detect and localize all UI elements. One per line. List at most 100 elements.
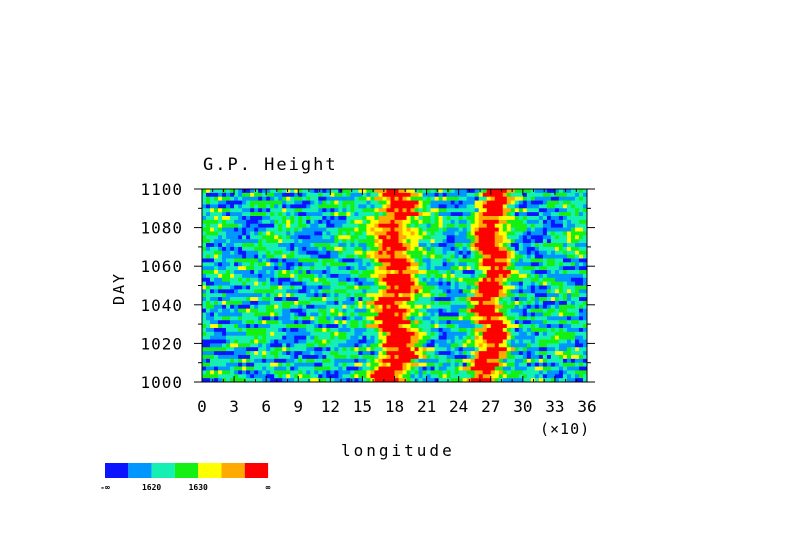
heatmap-cell — [430, 378, 435, 383]
heatmap-cell — [378, 343, 383, 348]
heatmap-cell — [250, 208, 255, 213]
heatmap-cell — [478, 212, 484, 217]
heatmap-cell — [466, 339, 471, 344]
heatmap-cell — [322, 277, 327, 282]
heatmap-cell — [390, 254, 395, 259]
heatmap-cell — [306, 366, 311, 371]
heatmap-cell — [334, 327, 339, 333]
heatmap-cell — [310, 258, 315, 263]
heatmap-cell — [466, 327, 471, 333]
heatmap-cell — [326, 273, 331, 279]
heatmap-cell — [342, 277, 347, 282]
heatmap-cell — [254, 308, 259, 313]
heatmap-cell — [422, 335, 427, 340]
heatmap-cell — [326, 312, 331, 317]
heatmap-cell — [230, 189, 235, 194]
heatmap-cell — [226, 254, 231, 259]
heatmap-cell — [370, 378, 375, 383]
heatmap-cell — [534, 327, 540, 333]
heatmap-cell — [258, 196, 263, 201]
heatmap-cell — [482, 277, 488, 282]
heatmap-cell — [370, 192, 375, 198]
heatmap-cell — [522, 343, 528, 348]
heatmap-cell — [294, 331, 299, 336]
heatmap-cell — [562, 343, 568, 348]
heatmap-cell — [342, 366, 347, 371]
heatmap-cell — [386, 351, 391, 356]
heatmap-cell — [498, 351, 504, 356]
heatmap-cell — [362, 347, 367, 352]
heatmap-cell — [318, 289, 323, 294]
heatmap-cell — [446, 347, 451, 352]
heatmap-cell — [486, 262, 492, 267]
heatmap-cell — [242, 347, 247, 352]
heatmap-cell — [254, 331, 259, 336]
heatmap-cell — [434, 343, 439, 348]
heatmap-cell — [378, 239, 383, 244]
heatmap-cell — [226, 351, 231, 356]
heatmap-cell — [258, 266, 263, 271]
heatmap-cell — [498, 262, 504, 267]
heatmap-cell — [546, 374, 552, 379]
heatmap-cell — [430, 227, 435, 232]
heatmap-cell — [462, 351, 467, 356]
heatmap-cell — [218, 239, 223, 244]
heatmap-cell — [358, 320, 363, 325]
heatmap-cell — [210, 231, 215, 236]
heatmap-cell — [514, 208, 520, 213]
heatmap-cell — [558, 204, 564, 209]
heatmap-cell — [434, 243, 439, 248]
heatmap-cell — [318, 358, 323, 363]
heatmap-cell — [238, 192, 243, 198]
heatmap-cell — [482, 281, 488, 286]
heatmap-cell — [238, 277, 243, 282]
x-tick-label: 30 — [513, 397, 532, 416]
heatmap-cell — [498, 285, 504, 290]
heatmap-cell — [574, 204, 580, 209]
heatmap-cell — [418, 189, 423, 194]
heatmap-cell — [486, 250, 492, 255]
heatmap-cell — [558, 297, 564, 302]
heatmap-cell — [350, 243, 355, 248]
heatmap-cell — [286, 258, 291, 263]
heatmap-cell — [574, 216, 580, 221]
heatmap-cell — [302, 366, 307, 371]
heatmap-cell — [390, 324, 395, 329]
heatmap-cell — [522, 212, 528, 217]
heatmap-cell — [366, 266, 371, 271]
heatmap-cell — [222, 285, 227, 290]
heatmap-cell — [426, 366, 431, 371]
heatmap-cell — [446, 200, 451, 205]
heatmap-cell — [334, 304, 339, 309]
heatmap-cell — [454, 327, 459, 333]
heatmap-cell — [470, 216, 476, 221]
heatmap-cell — [342, 216, 347, 221]
heatmap-cell — [274, 339, 279, 344]
heatmap-cell — [442, 366, 447, 371]
heatmap-cell — [378, 196, 383, 201]
heatmap-cell — [510, 196, 516, 201]
heatmap-cell — [538, 192, 544, 198]
heatmap-cell — [554, 347, 560, 352]
heatmap-cell — [302, 339, 307, 344]
heatmap-cell — [446, 362, 451, 367]
heatmap-cell — [478, 362, 484, 367]
heatmap-cell — [554, 351, 560, 356]
heatmap-cell — [214, 208, 219, 213]
heatmap-cell — [458, 196, 463, 201]
heatmap-cell — [378, 370, 383, 375]
heatmap-cell — [582, 354, 588, 360]
heatmap-cell — [306, 250, 311, 255]
heatmap-cell — [398, 189, 403, 194]
heatmap-cells — [202, 189, 588, 383]
heatmap-cell — [270, 374, 275, 379]
heatmap-cell — [482, 239, 488, 244]
heatmap-cell — [382, 366, 387, 371]
heatmap-cell — [434, 289, 439, 294]
heatmap-cell — [486, 219, 492, 225]
heatmap-cell — [234, 227, 239, 232]
heatmap-cell — [502, 246, 508, 252]
heatmap-cell — [258, 216, 263, 221]
heatmap-cell — [218, 300, 223, 306]
heatmap-cell — [470, 266, 476, 271]
